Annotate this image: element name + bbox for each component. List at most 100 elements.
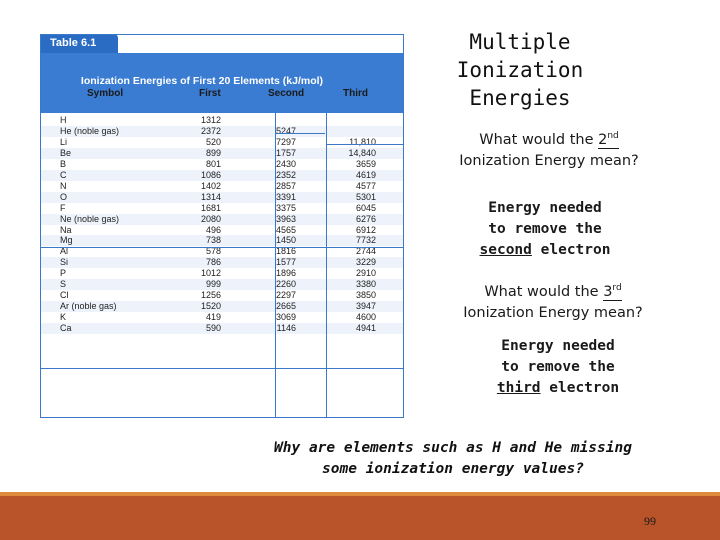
table-row: Al 578 1816 2744 — [41, 246, 403, 257]
table-row: H 1312 — [41, 115, 403, 126]
cell-symbol: N — [60, 180, 67, 191]
cell-second: 3963 — [275, 213, 296, 224]
slide-title: Multiple Ionization Energies — [405, 28, 635, 112]
cell-first: 786 — [205, 257, 221, 268]
table-tab-label: Table 6.1 — [41, 35, 118, 53]
cell-second: 2430 — [275, 158, 296, 169]
bottom-question-line2: some ionization energy values? — [322, 461, 584, 477]
cell-third: 6276 — [355, 213, 376, 224]
table-caption: Ionization Energies of First 20 Elements… — [80, 75, 324, 87]
answer-line2: to remove the — [488, 221, 602, 237]
answer-line1: Energy needed — [501, 338, 615, 354]
cell-second: 2352 — [275, 169, 296, 180]
row-divider — [326, 144, 403, 145]
cell-second: 3391 — [275, 191, 296, 202]
cell-third: 4600 — [355, 312, 376, 323]
cell-first: 1520 — [200, 301, 221, 312]
table-row: K 419 3069 4600 — [41, 312, 403, 323]
cell-symbol: Ca — [60, 323, 72, 334]
cell-symbol: Na — [60, 224, 72, 235]
slide-title-line1: Multiple Ionization — [456, 30, 584, 82]
cell-symbol: B — [60, 158, 67, 169]
row-divider — [41, 368, 403, 369]
row-divider — [275, 133, 325, 134]
cell-symbol: He (noble gas) — [60, 125, 120, 136]
cell-symbol: S — [60, 279, 67, 290]
question-third-ionization: What would the 3rd Ionization Energy mea… — [428, 282, 678, 324]
cell-second: 2260 — [275, 279, 296, 290]
table-title-bar: Ionization Energies of First 20 Elements… — [41, 53, 403, 113]
answer-line3: third electron — [458, 378, 658, 399]
cell-second: 7297 — [275, 136, 296, 147]
cell-third: 6045 — [355, 202, 376, 213]
answer-underlined-word: third — [496, 380, 541, 396]
footer-accent-line — [0, 492, 720, 496]
cell-first: 2080 — [200, 213, 221, 224]
cell-symbol: K — [60, 312, 67, 323]
cell-symbol: Mg — [60, 235, 73, 246]
cell-first: 578 — [205, 246, 221, 257]
cell-first: 801 — [205, 158, 221, 169]
cell-first: 1012 — [200, 268, 221, 279]
cell-third: 4941 — [355, 323, 376, 334]
cell-third: 2744 — [355, 246, 376, 257]
ordinal-number: 2 — [598, 132, 608, 148]
cell-symbol: Li — [60, 136, 68, 147]
cell-symbol: H — [60, 115, 67, 125]
table-row: Be 899 1757 14,840 — [41, 147, 403, 159]
question-line2: Ionization Energy mean? — [463, 305, 643, 321]
header-second: Second — [268, 88, 305, 99]
bottom-question: Why are elements such as H and He missin… — [240, 438, 666, 480]
slide-title-line2: Energies — [469, 86, 571, 110]
ordinal-underlined: 2nd — [598, 132, 619, 149]
table-row: N 1402 2857 4577 — [41, 181, 403, 192]
cell-third: 3229 — [355, 257, 376, 268]
header-symbol: Symbol — [87, 88, 124, 99]
table-row: Cl 1256 2297 3850 — [41, 290, 403, 301]
cell-first: 738 — [205, 235, 221, 246]
cell-symbol: P — [60, 268, 67, 279]
cell-third: 3659 — [355, 158, 376, 169]
table-row: F 1681 3375 6045 — [41, 203, 403, 214]
question-text: What would the — [484, 284, 604, 300]
cell-third: 6912 — [355, 224, 376, 235]
table-row: C 1086 2352 4619 — [41, 169, 403, 181]
cell-symbol: Be — [60, 147, 72, 158]
cell-first: 496 — [205, 224, 221, 235]
table-row: P 1012 1896 2910 — [41, 268, 403, 279]
cell-second: 2665 — [275, 301, 296, 312]
cell-second: 1757 — [275, 147, 296, 158]
cell-second: 2857 — [275, 180, 296, 191]
table-row: Ar (noble gas) 1520 2665 3947 — [41, 301, 403, 313]
page-number: 99 — [644, 514, 656, 528]
row-divider — [41, 247, 403, 248]
ordinal-number: 3 — [603, 284, 613, 300]
cell-second: 5247 — [275, 125, 296, 136]
table-row: Li 520 7297 11,810 — [41, 137, 403, 148]
table-row: Si 786 1577 3229 — [41, 257, 403, 269]
header-third: Third — [343, 88, 368, 99]
cell-third: 7732 — [355, 235, 376, 246]
table-row: S 999 2260 3380 — [41, 279, 403, 291]
question-second-ionization: What would the 2nd Ionization Energy mea… — [424, 130, 674, 172]
cell-first: 899 — [205, 147, 221, 158]
column-divider — [326, 113, 327, 417]
bottom-question-line1: Why are elements such as H and He missin… — [274, 440, 632, 456]
cell-symbol: Cl — [60, 290, 69, 301]
answer-line3: second electron — [445, 240, 645, 261]
cell-first: 1256 — [200, 290, 221, 301]
cell-second: 4565 — [275, 224, 296, 235]
answer-underlined-word: second — [479, 242, 532, 258]
cell-third: 4577 — [355, 180, 376, 191]
cell-first: 520 — [205, 136, 221, 147]
cell-symbol: C — [60, 169, 67, 180]
cell-second: 3375 — [275, 202, 296, 213]
cell-second: 2297 — [275, 290, 296, 301]
cell-second: 1450 — [275, 235, 296, 246]
table-row: O 1314 3391 5301 — [41, 191, 403, 203]
column-divider — [275, 113, 276, 417]
ordinal-suffix: rd — [612, 283, 622, 294]
cell-symbol: Al — [60, 246, 69, 257]
cell-first: 999 — [205, 279, 221, 290]
header-first: First — [199, 88, 221, 99]
